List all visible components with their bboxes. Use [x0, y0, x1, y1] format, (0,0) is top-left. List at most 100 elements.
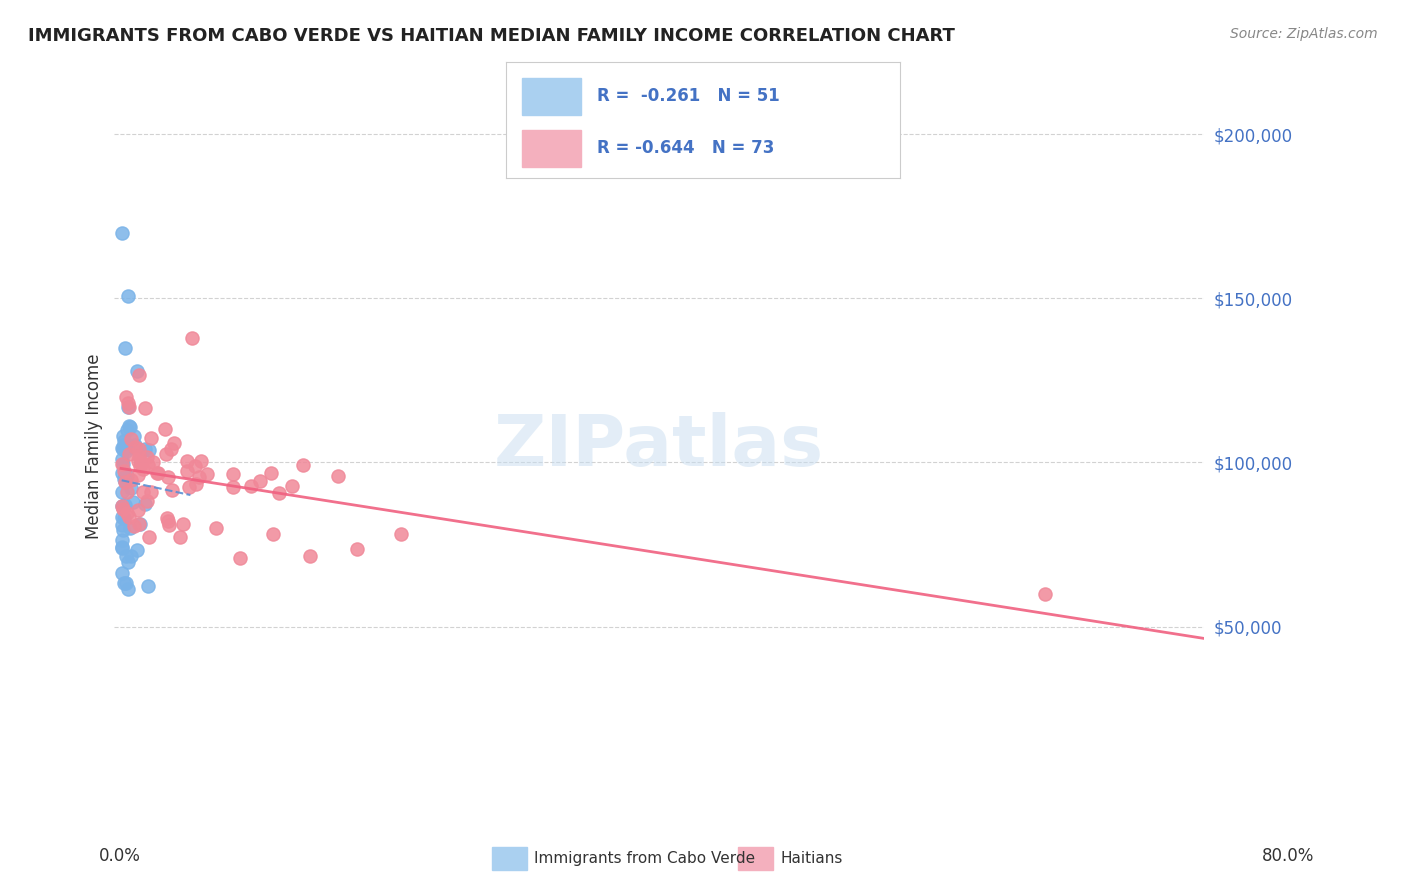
Point — [141, 485, 163, 500]
Point — [262, 526, 284, 541]
Text: Haitians: Haitians — [780, 852, 842, 866]
Point — [136, 578, 159, 592]
Point — [111, 541, 134, 555]
Point — [134, 442, 156, 456]
Point — [134, 497, 156, 511]
Point — [1033, 587, 1056, 601]
Point — [112, 472, 135, 486]
Point — [112, 502, 135, 516]
Point — [122, 429, 145, 443]
Point — [128, 368, 150, 382]
Point — [114, 469, 136, 483]
Point — [124, 440, 146, 454]
Point — [117, 506, 139, 520]
Point — [117, 289, 139, 303]
Point — [176, 454, 198, 468]
Text: 0.0%: 0.0% — [98, 847, 141, 865]
Point — [125, 363, 148, 377]
Point — [118, 420, 141, 434]
Point — [184, 477, 207, 491]
Point — [389, 527, 412, 541]
Point — [129, 458, 152, 473]
Point — [138, 442, 160, 457]
Point — [120, 481, 142, 495]
Point — [138, 531, 160, 545]
Point — [117, 485, 139, 500]
Point — [127, 502, 149, 516]
Point — [122, 494, 145, 508]
Point — [125, 543, 148, 558]
Point — [117, 582, 139, 596]
Point — [118, 400, 141, 414]
Point — [292, 458, 315, 473]
Point — [281, 479, 304, 493]
Text: Source: ZipAtlas.com: Source: ZipAtlas.com — [1230, 27, 1378, 41]
Point — [122, 519, 145, 533]
Point — [190, 453, 212, 467]
Point — [111, 467, 134, 481]
Point — [240, 479, 263, 493]
Point — [134, 401, 156, 415]
Point — [112, 457, 135, 471]
Point — [111, 524, 134, 538]
Point — [111, 485, 134, 500]
Point — [112, 437, 135, 451]
Point — [112, 434, 135, 448]
Point — [111, 451, 134, 466]
Point — [222, 480, 245, 494]
Point — [111, 226, 134, 240]
Point — [120, 432, 142, 446]
Point — [124, 438, 146, 452]
Point — [155, 447, 177, 461]
Point — [299, 549, 322, 563]
Point — [156, 511, 179, 525]
Point — [183, 458, 205, 473]
Point — [157, 518, 180, 533]
Point — [127, 468, 149, 483]
Point — [145, 466, 167, 480]
Point — [118, 510, 141, 524]
Point — [117, 400, 139, 414]
Point — [326, 468, 349, 483]
Point — [111, 457, 134, 471]
FancyBboxPatch shape — [522, 129, 581, 167]
Point — [135, 450, 157, 464]
Text: IMMIGRANTS FROM CABO VERDE VS HAITIAN MEDIAN FAMILY INCOME CORRELATION CHART: IMMIGRANTS FROM CABO VERDE VS HAITIAN ME… — [28, 27, 955, 45]
Point — [129, 455, 152, 469]
Point — [346, 541, 368, 556]
Point — [181, 331, 204, 345]
Point — [128, 449, 150, 463]
Point — [111, 509, 134, 524]
Point — [112, 464, 135, 478]
Point — [120, 473, 142, 487]
FancyBboxPatch shape — [522, 78, 581, 114]
Point — [157, 470, 180, 484]
Point — [155, 422, 177, 436]
Point — [163, 435, 186, 450]
Point — [111, 566, 134, 580]
Point — [136, 458, 159, 472]
Point — [135, 493, 157, 508]
Point — [115, 423, 138, 437]
Point — [249, 474, 271, 488]
Point — [128, 516, 150, 531]
Point — [111, 533, 134, 547]
Point — [114, 475, 136, 490]
Point — [115, 444, 138, 458]
Point — [111, 499, 134, 513]
Point — [132, 485, 155, 500]
Point — [179, 481, 201, 495]
Point — [146, 466, 169, 480]
Point — [117, 555, 139, 569]
Point — [115, 441, 138, 455]
Point — [127, 454, 149, 468]
Point — [169, 530, 191, 544]
Point — [111, 499, 134, 513]
Point — [260, 466, 283, 480]
Point — [111, 441, 134, 455]
Point — [112, 511, 135, 525]
Point — [195, 467, 218, 481]
Point — [112, 576, 135, 591]
Text: Immigrants from Cabo Verde: Immigrants from Cabo Verde — [534, 852, 755, 866]
Point — [115, 469, 138, 483]
